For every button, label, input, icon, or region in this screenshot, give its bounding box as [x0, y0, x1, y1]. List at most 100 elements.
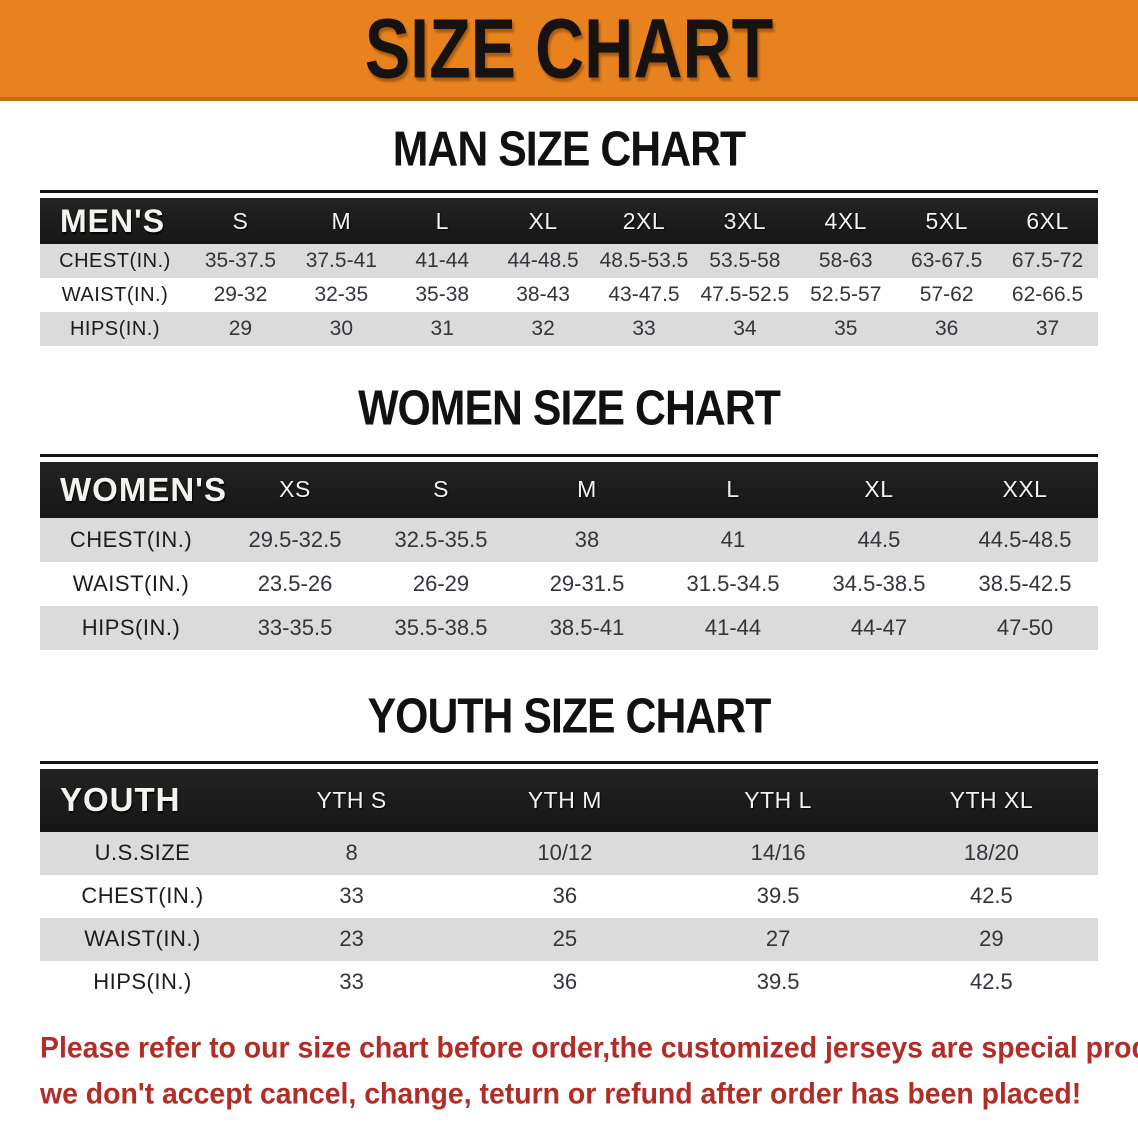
- size-value-cell: 38.5-42.5: [978, 570, 1072, 596]
- row-label: HIPS(IN.): [81, 614, 181, 640]
- size-value-cell: 29.5-32.5: [248, 526, 342, 552]
- size-value-cell: 33: [339, 969, 364, 995]
- table-row: WAIST(IN.) 23 25 27 29: [40, 917, 1098, 961]
- womens-size-table: WOMEN'S XS S M L XL XXL CHEST(IN.) 29.5-32.5 32.5…: [40, 453, 1098, 650]
- table-title: MEN'S: [60, 202, 166, 239]
- size-value-cell: 31.5-34.5: [686, 570, 780, 596]
- size-value-cell: 39.5: [756, 883, 800, 909]
- table-row: CHEST(IN.) 29.5-32.5 32.5-35.5 38 41 44.5 44.5…: [40, 517, 1098, 562]
- section-womens: WOMEN SIZE CHART WOMEN'S XS S M L XL XXL CHEST(I…: [0, 379, 1138, 650]
- size-value-cell: 42.5: [969, 883, 1013, 909]
- section-heading: YOUTH SIZE CHART: [367, 686, 772, 744]
- size-value-cell: 58-63: [818, 249, 873, 273]
- section-heading: WOMEN SIZE CHART: [358, 379, 781, 436]
- size-value-cell: 42.5: [969, 969, 1013, 995]
- size-column-header: 4XL: [824, 207, 867, 234]
- notice-line-2: we don't accept cancel, change, teturn o…: [40, 1077, 1082, 1111]
- size-column-header: XXL: [1002, 476, 1048, 502]
- page-title: SIZE CHART: [364, 1, 774, 96]
- size-value-cell: 29-31.5: [549, 570, 625, 596]
- size-column-header: YTH M: [527, 786, 602, 813]
- size-value-cell: 14/16: [750, 840, 806, 866]
- table-row: HIPS(IN.) 33-35.5 35.5-38.5 38.5-41 41-44 44-…: [40, 605, 1098, 650]
- size-column-header: XS: [279, 476, 311, 502]
- size-column-header: YTH L: [744, 786, 812, 813]
- size-value-cell: 36: [552, 883, 578, 909]
- size-column-header: XL: [864, 476, 894, 502]
- table-row: HIPS(IN.) 33 36 39.5 42.5: [40, 960, 1098, 1004]
- row-label: CHEST(IN.): [59, 249, 171, 272]
- size-value-cell: 34.5-38.5: [832, 570, 926, 596]
- size-value-cell: 33-35.5: [257, 614, 333, 640]
- size-column-header: 5XL: [925, 207, 968, 234]
- table-row: U.S.SIZE 8 10/12 14/16 18/20: [40, 831, 1098, 875]
- row-label: WAIST(IN.): [61, 283, 169, 306]
- size-value-cell: 10/12: [537, 840, 593, 866]
- size-value-cell: 47-50: [996, 614, 1054, 640]
- size-column-header: M: [577, 476, 597, 502]
- size-value-cell: 26-29: [412, 570, 470, 596]
- size-value-cell: 67.5-72: [1011, 249, 1084, 273]
- table-header: MEN'S S M L XL 2XL 3XL 4XL 5XL 6XL: [40, 198, 1098, 245]
- table-title: WOMEN'S: [60, 470, 228, 508]
- row-label: CHEST(IN.): [81, 883, 204, 909]
- table-title: YOUTH: [60, 781, 181, 819]
- size-value-cell: 47.5-52.5: [700, 283, 790, 307]
- size-value-cell: 37.5-41: [305, 249, 377, 273]
- size-value-cell: 35-38: [415, 283, 470, 307]
- section-mens: MAN SIZE CHART MEN'S S M L XL 2XL 3XL 4XL 5XL 6XL C…: [0, 120, 1138, 347]
- row-label: HIPS(IN.): [93, 969, 192, 995]
- size-value-cell: 35: [834, 317, 858, 341]
- size-value-cell: 35-37.5: [204, 249, 277, 273]
- row-label: CHEST(IN.): [69, 526, 193, 552]
- size-value-cell: 39.5: [756, 969, 800, 995]
- footer-notice: Please refer to our size chart before or…: [40, 1026, 1138, 1118]
- size-value-cell: 63-67.5: [911, 249, 983, 273]
- size-value-cell: 41: [720, 526, 746, 552]
- size-value-cell: 44.5-48.5: [978, 526, 1072, 552]
- size-value-cell: 44-48.5: [507, 249, 579, 273]
- table-header: WOMEN'S XS S M L XL XXL: [40, 461, 1098, 518]
- table-top-rule: [40, 190, 1098, 194]
- size-value-cell: 34: [733, 317, 757, 341]
- size-column-header: 2XL: [622, 207, 666, 234]
- banner: SIZE CHART: [0, 0, 1138, 101]
- size-value-cell: 36: [934, 317, 959, 341]
- size-column-header: YTH XL: [949, 786, 1034, 813]
- table-top-rule: [40, 453, 1098, 457]
- size-value-cell: 23: [339, 926, 364, 952]
- size-column-header: L: [435, 207, 449, 234]
- notice-line-1: Please refer to our size chart before or…: [40, 1031, 1138, 1065]
- size-column-header: XL: [528, 207, 558, 234]
- size-value-cell: 23.5-26: [257, 570, 333, 596]
- size-value-cell: 38: [574, 526, 600, 552]
- size-column-header: S: [232, 207, 249, 234]
- size-value-cell: 44.5: [857, 526, 901, 552]
- size-chart-body: MAN SIZE CHART MEN'S S M L XL 2XL 3XL 4XL 5XL 6XL C…: [0, 120, 1138, 1004]
- size-value-cell: 29: [228, 317, 253, 341]
- size-value-cell: 52.5-57: [810, 283, 882, 307]
- size-value-cell: 32-35: [314, 283, 369, 307]
- size-value-cell: 32: [531, 317, 555, 341]
- mens-size-table: MEN'S S M L XL 2XL 3XL 4XL 5XL 6XL CHEST(IN.) 35-37…: [40, 190, 1098, 347]
- size-column-header: S: [433, 476, 449, 502]
- section-heading: MAN SIZE CHART: [392, 120, 746, 177]
- table-row: CHEST(IN.) 33 36 39.5 42.5: [40, 874, 1098, 918]
- table-row: WAIST(IN.) 23.5-26 26-29 29-31.5 31.5-34.5 34…: [40, 561, 1098, 606]
- size-value-cell: 31: [430, 317, 454, 341]
- size-value-cell: 18/20: [963, 840, 1019, 866]
- youth-size-table: YOUTH YTH S YTH M YTH L YTH XL U.S.SIZE 8 10/12…: [40, 760, 1098, 1004]
- table-top-rule: [40, 760, 1098, 764]
- row-label: WAIST(IN.): [84, 926, 201, 952]
- table-row: WAIST(IN.) 29-32 32-35 35-38 38-43 43-47.5 47.…: [40, 278, 1098, 313]
- size-value-cell: 38.5-41: [549, 614, 625, 640]
- size-value-cell: 29: [979, 926, 1004, 952]
- size-value-cell: 62-66.5: [1011, 283, 1084, 307]
- size-value-cell: 41-44: [415, 249, 470, 273]
- section-youth: YOUTH SIZE CHART YOUTH YTH S YTH M YTH L YTH …: [0, 686, 1138, 1004]
- size-value-cell: 33: [632, 317, 656, 341]
- size-value-cell: 48.5-53.5: [599, 249, 689, 273]
- size-value-cell: 36: [552, 969, 578, 995]
- table-row: HIPS(IN.) 29 30 31 32 33 34 35 36 37: [40, 312, 1098, 347]
